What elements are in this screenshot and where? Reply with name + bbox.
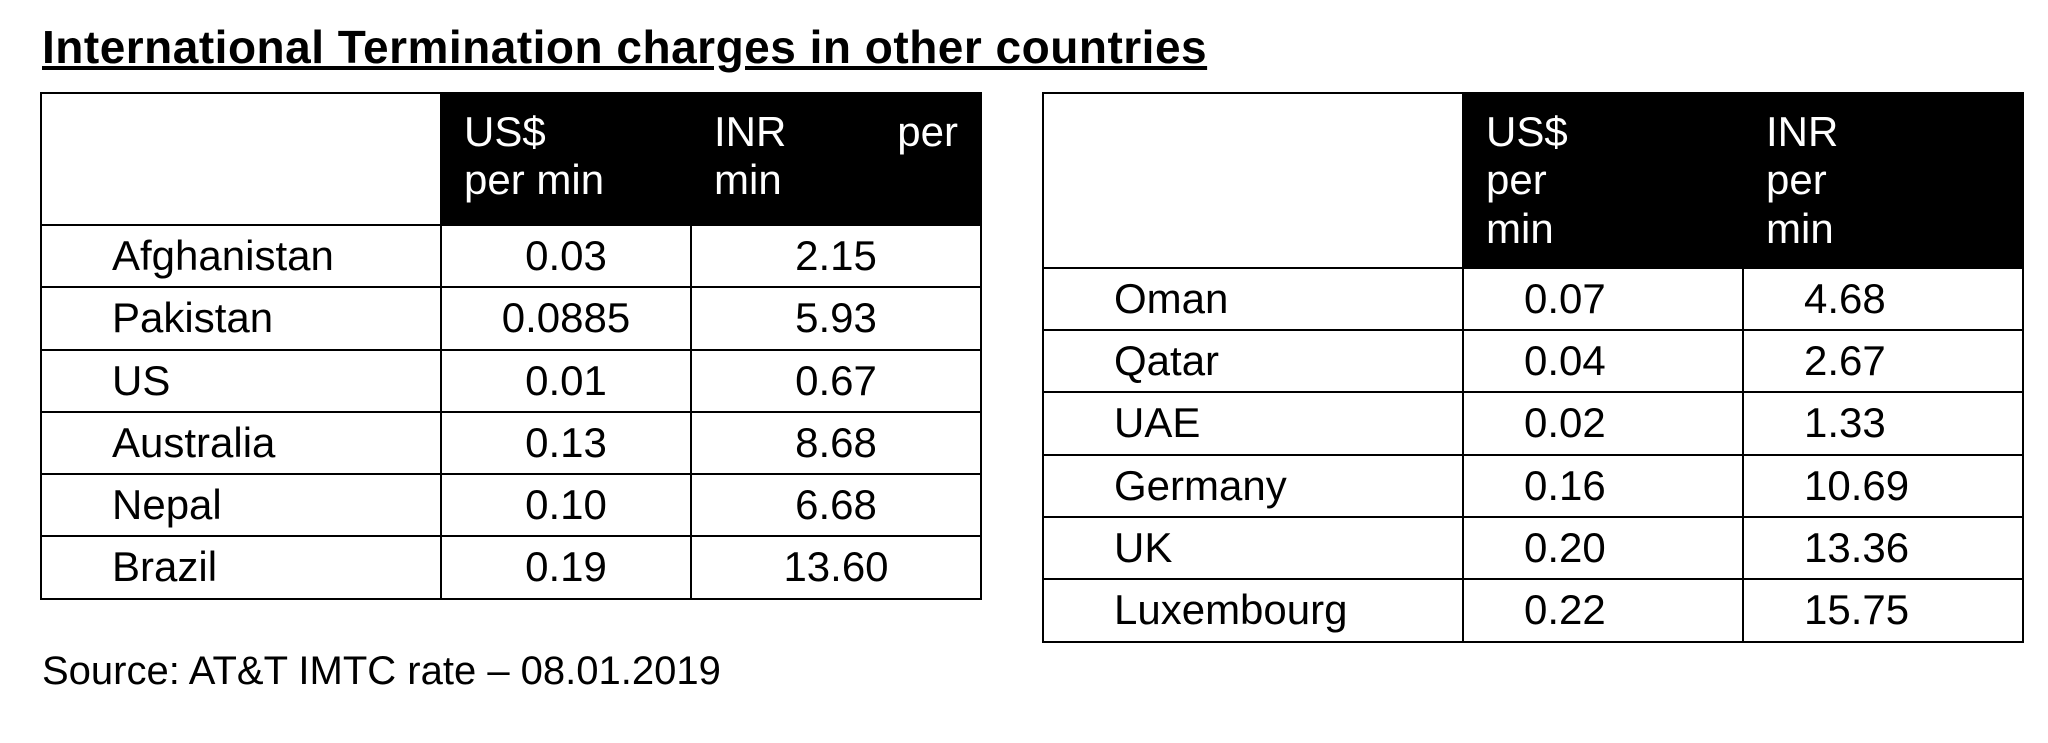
table-row: US 0.01 0.67 <box>41 350 981 412</box>
header-inr-line1: INR <box>1766 108 2000 156</box>
cell-inr: 8.68 <box>691 412 981 474</box>
cell-usd: 0.03 <box>441 225 691 287</box>
header-usd-line2: per <box>1486 156 1720 204</box>
header-inr-line2: min <box>714 156 958 204</box>
cell-inr: 5.93 <box>691 287 981 349</box>
table-header-row: US$ per min INR per min <box>1043 93 2023 268</box>
table-row: Oman 0.07 4.68 <box>1043 268 2023 330</box>
cell-inr: 13.36 <box>1743 517 2023 579</box>
header-inr-line1-right: per <box>897 108 958 156</box>
cell-country: UAE <box>1043 392 1463 454</box>
cell-inr: 4.68 <box>1743 268 2023 330</box>
cell-usd: 0.20 <box>1463 517 1743 579</box>
cell-country: Qatar <box>1043 330 1463 392</box>
table-row: Pakistan 0.0885 5.93 <box>41 287 981 349</box>
table-row: Nepal 0.10 6.68 <box>41 474 981 536</box>
cell-country: Oman <box>1043 268 1463 330</box>
page: International Termination charges in oth… <box>0 0 2048 724</box>
cell-inr: 2.15 <box>691 225 981 287</box>
header-usd: US$ per min <box>1463 93 1743 268</box>
cell-country: Brazil <box>41 536 441 598</box>
tables-row: US$ per min INR per min Afghanistan 0 <box>40 92 2008 643</box>
cell-country: US <box>41 350 441 412</box>
header-usd-line2: per min <box>464 156 668 204</box>
table-row: Afghanistan 0.03 2.15 <box>41 225 981 287</box>
header-usd: US$ per min <box>441 93 691 225</box>
table-header-row: US$ per min INR per min <box>41 93 981 225</box>
cell-country: Afghanistan <box>41 225 441 287</box>
cell-country: Luxembourg <box>1043 579 1463 641</box>
cell-inr: 0.67 <box>691 350 981 412</box>
header-blank <box>41 93 441 225</box>
header-inr-line3: min <box>1766 205 2000 253</box>
table-row: Brazil 0.19 13.60 <box>41 536 981 598</box>
page-title: International Termination charges in oth… <box>42 20 2008 74</box>
cell-usd: 0.02 <box>1463 392 1743 454</box>
cell-usd: 0.01 <box>441 350 691 412</box>
header-blank <box>1043 93 1463 268</box>
cell-country: Germany <box>1043 455 1463 517</box>
table-row: Luxembourg 0.22 15.75 <box>1043 579 2023 641</box>
header-inr-line1: INR per <box>714 108 958 156</box>
header-inr-line2: per <box>1766 156 2000 204</box>
table-row: Qatar 0.04 2.67 <box>1043 330 2023 392</box>
cell-inr: 10.69 <box>1743 455 2023 517</box>
header-usd-line3: min <box>1486 205 1720 253</box>
cell-inr: 15.75 <box>1743 579 2023 641</box>
cell-country: Pakistan <box>41 287 441 349</box>
table-row: UAE 0.02 1.33 <box>1043 392 2023 454</box>
cell-usd: 0.16 <box>1463 455 1743 517</box>
header-usd-line1: US$ <box>464 108 668 156</box>
charges-table-left: US$ per min INR per min Afghanistan 0 <box>40 92 982 600</box>
cell-usd: 0.0885 <box>441 287 691 349</box>
cell-usd: 0.13 <box>441 412 691 474</box>
cell-inr: 6.68 <box>691 474 981 536</box>
cell-country: Nepal <box>41 474 441 536</box>
source-note: Source: AT&T IMTC rate – 08.01.2019 <box>42 649 2008 694</box>
cell-inr: 1.33 <box>1743 392 2023 454</box>
cell-inr: 2.67 <box>1743 330 2023 392</box>
cell-country: UK <box>1043 517 1463 579</box>
header-inr-line1-left: INR <box>714 108 786 156</box>
table-row: Germany 0.16 10.69 <box>1043 455 2023 517</box>
cell-inr: 13.60 <box>691 536 981 598</box>
cell-usd: 0.10 <box>441 474 691 536</box>
header-inr: INR per min <box>1743 93 2023 268</box>
header-inr: INR per min <box>691 93 981 225</box>
charges-table-right: US$ per min INR per min Oman 0.07 4.68 <box>1042 92 2024 643</box>
cell-usd: 0.22 <box>1463 579 1743 641</box>
cell-country: Australia <box>41 412 441 474</box>
header-usd-line1: US$ <box>1486 108 1720 156</box>
cell-usd: 0.19 <box>441 536 691 598</box>
table-row: Australia 0.13 8.68 <box>41 412 981 474</box>
cell-usd: 0.04 <box>1463 330 1743 392</box>
cell-usd: 0.07 <box>1463 268 1743 330</box>
table-row: UK 0.20 13.36 <box>1043 517 2023 579</box>
